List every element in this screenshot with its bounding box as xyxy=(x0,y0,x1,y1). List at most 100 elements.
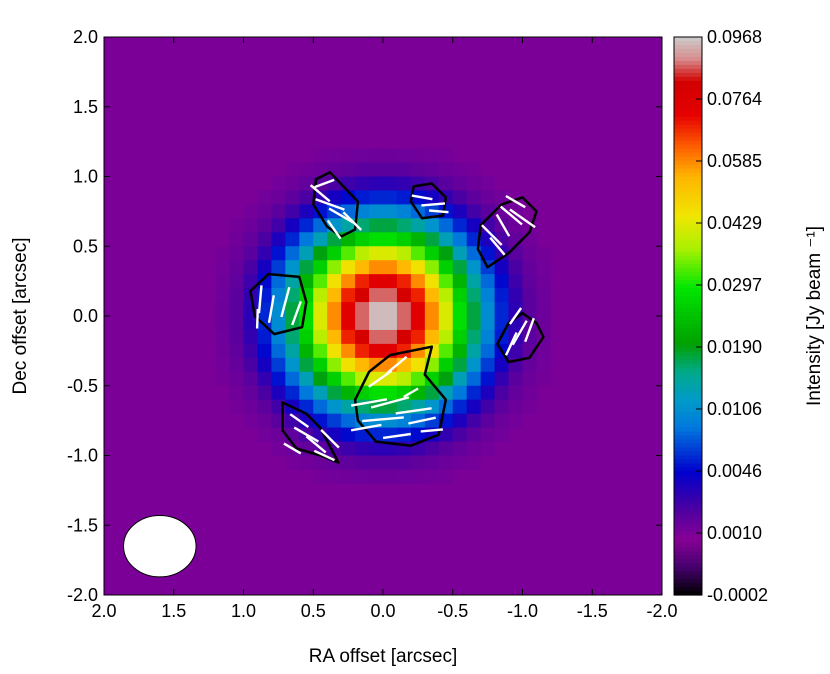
heatmap-cell xyxy=(341,357,356,373)
colorbar-band xyxy=(674,172,702,178)
heatmap-cell xyxy=(424,413,440,429)
heatmap-cell xyxy=(285,218,300,233)
colorbar-band xyxy=(674,288,702,293)
colorbar-band xyxy=(674,220,702,225)
colorbar-band xyxy=(674,379,702,385)
colorbar-band xyxy=(674,539,702,544)
heatmap-cell xyxy=(299,357,314,373)
colorbar-band xyxy=(674,355,702,361)
colorbar-band xyxy=(674,415,702,421)
heatmap-cell xyxy=(243,260,259,275)
heatmap-cell xyxy=(285,260,300,275)
heatmap-cell xyxy=(257,371,272,387)
polarization-vector xyxy=(255,308,259,329)
heatmap-cell xyxy=(452,176,468,192)
polarization-vector xyxy=(320,429,340,449)
heatmap-cell xyxy=(243,357,259,373)
heatmap-cell xyxy=(438,469,454,484)
heatmap-cell xyxy=(480,316,496,331)
colorbar-band xyxy=(674,371,702,377)
heatmap-cell xyxy=(466,316,482,331)
heatmap-cell xyxy=(369,455,384,471)
polarization-vector xyxy=(509,208,536,229)
heatmap-cell xyxy=(299,399,314,415)
heatmap-cell xyxy=(299,246,314,261)
colorbar-band xyxy=(674,48,702,54)
colorbar-band xyxy=(674,140,702,146)
colorbar-band xyxy=(674,487,702,492)
heatmap-cell xyxy=(243,246,259,261)
heatmap-cell xyxy=(285,190,300,205)
heatmap-cell xyxy=(229,260,245,275)
polarization-vector xyxy=(508,307,523,325)
heatmap-cell xyxy=(341,329,356,345)
heatmap-cell xyxy=(341,302,356,317)
heatmap-cell xyxy=(508,246,524,261)
heatmap-cell xyxy=(215,329,231,345)
intensity-heatmap xyxy=(215,148,551,484)
heatmap-cell xyxy=(466,162,482,178)
colorbar-band xyxy=(674,96,702,102)
heatmap-cell xyxy=(215,246,231,261)
heatmap-cell xyxy=(229,218,245,233)
polarization-vector xyxy=(495,213,511,237)
colorbar-band xyxy=(674,300,702,305)
colorbar-band xyxy=(674,160,702,166)
heatmap-cell xyxy=(257,260,272,275)
heatmap-cell xyxy=(327,329,342,345)
polarization-vector xyxy=(350,423,382,432)
heatmap-cell xyxy=(480,413,496,429)
colorbar-band xyxy=(674,319,702,325)
heatmap-cell xyxy=(327,162,342,178)
colorbar-band xyxy=(674,527,702,532)
colorbar-tick-label: 0.0429 xyxy=(707,213,762,233)
heatmap-cell xyxy=(313,246,328,261)
polarization-vector xyxy=(481,224,503,246)
heatmap-cell xyxy=(410,288,426,303)
heatmap-cell xyxy=(341,316,356,331)
heatmap-cell xyxy=(452,385,468,401)
heatmap-cell xyxy=(341,441,356,457)
heatmap-cell xyxy=(243,218,259,233)
heatmap-cell xyxy=(466,288,482,303)
polarization-vector xyxy=(524,317,535,343)
heatmap-cell xyxy=(396,260,412,275)
heatmap-cell xyxy=(271,274,286,289)
heatmap-cell xyxy=(466,329,482,345)
heatmap-cell xyxy=(508,413,524,429)
heatmap-cell xyxy=(452,274,468,289)
heatmap-cell xyxy=(424,260,440,275)
heatmap-cell xyxy=(271,343,286,359)
contour-north-west xyxy=(476,196,538,269)
heatmap-cell xyxy=(257,385,272,401)
heatmap-cell xyxy=(285,176,300,192)
colorbar-band xyxy=(674,264,702,269)
heatmap-cell xyxy=(410,316,426,331)
heatmap-cell xyxy=(424,469,440,484)
heatmap-cell xyxy=(313,288,328,303)
heatmap-cell xyxy=(355,316,370,331)
colorbar-band xyxy=(674,419,702,425)
heatmap-cell xyxy=(369,176,384,192)
heatmap-cell xyxy=(215,371,231,387)
colorbar-band xyxy=(674,112,702,118)
heatmap-cell xyxy=(424,246,440,261)
heatmap-cell xyxy=(313,148,328,164)
heatmap-cell xyxy=(229,274,245,289)
heatmap-cell xyxy=(396,162,412,178)
heatmap-cell xyxy=(536,343,551,359)
heatmap-cell xyxy=(355,288,370,303)
colorbar-band xyxy=(674,216,702,221)
heatmap-cell xyxy=(299,176,314,192)
heatmap-cell xyxy=(257,427,272,443)
heatmap-cell xyxy=(480,176,496,192)
heatmap-cell xyxy=(466,218,482,233)
y-tick-label: -0.5 xyxy=(67,376,98,396)
heatmap-cell xyxy=(369,162,384,178)
heatmap-cell xyxy=(271,316,286,331)
colorbar-tick-label: -0.0002 xyxy=(707,585,768,605)
heatmap-cell xyxy=(410,329,426,345)
x-tick-label: -1.5 xyxy=(577,601,608,621)
colorbar-band xyxy=(674,208,702,213)
